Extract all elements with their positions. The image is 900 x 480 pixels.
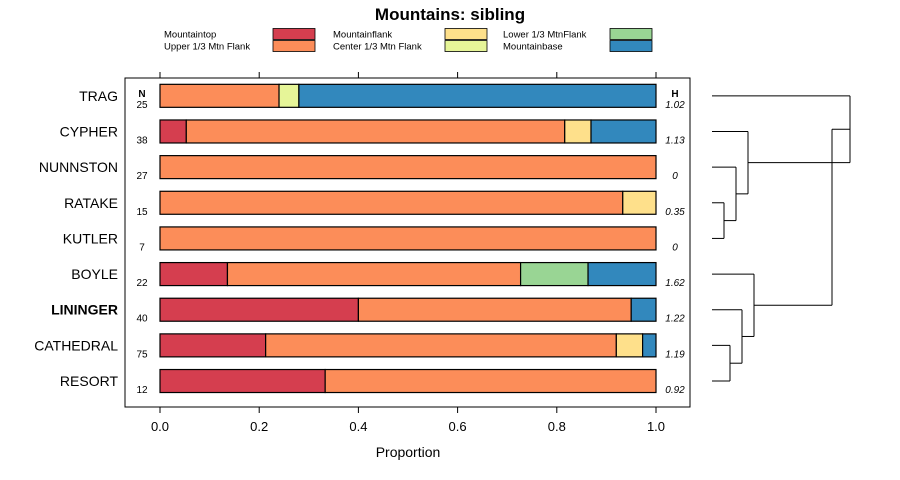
row-label: RATAKE bbox=[64, 195, 118, 211]
bar-segment-upper-1-3-mtn-flank bbox=[159, 226, 657, 251]
legend-label-mountaintop: Mountaintop bbox=[164, 30, 216, 41]
legend-swatch-upper-1-3-mtn-flank bbox=[272, 40, 316, 52]
legend-label-mountainflank: Mountainflank bbox=[333, 30, 392, 41]
row-resort: RESORT 12 0.92 bbox=[60, 368, 685, 396]
n-value: 25 bbox=[136, 100, 148, 111]
h-value: 0.92 bbox=[665, 385, 685, 396]
legend-label-mountainbase: Mountainbase bbox=[503, 42, 563, 53]
row-ratake: RATAKE 15 0.35 bbox=[64, 190, 685, 218]
bar-segment-lower-1-3-mtnflank bbox=[519, 261, 589, 287]
row-label: CATHEDRAL bbox=[34, 337, 118, 353]
bar-segment-mountaintop bbox=[159, 368, 326, 394]
bar-segment-upper-1-3-mtn-flank bbox=[357, 297, 632, 322]
row-cathedral: CATHEDRAL 75 1.19 bbox=[34, 333, 685, 360]
row-label: BOYLE bbox=[71, 266, 118, 282]
legend-swatch-lower-1-3-mtnflank bbox=[609, 28, 653, 40]
bar-segment-upper-1-3-mtn-flank bbox=[265, 333, 617, 358]
legend-label-center-1-3-mtn-flank: Center 1/3 Mtn Flank bbox=[333, 42, 422, 53]
row-label: CYPHER bbox=[60, 123, 118, 139]
h-value: 1.13 bbox=[665, 135, 685, 146]
legend-swatch-mountaintop bbox=[272, 28, 316, 40]
row-kutler: KUTLER 7 0 bbox=[63, 226, 678, 253]
row-nunnston: NUNNSTON 27 0 bbox=[39, 155, 678, 182]
h-value: 0 bbox=[672, 171, 678, 182]
dendrogram bbox=[712, 95, 851, 382]
row-label: KUTLER bbox=[63, 230, 118, 246]
row-label: RESORT bbox=[60, 373, 119, 389]
legend-label-upper-1-3-mtn-flank: Upper 1/3 Mtn Flank bbox=[164, 42, 250, 53]
row-cypher: CYPHER 38 1.13 bbox=[60, 119, 685, 146]
bar-segment-upper-1-3-mtn-flank bbox=[159, 83, 280, 108]
row-label: NUNNSTON bbox=[39, 159, 118, 175]
x-tick-label: 0.6 bbox=[449, 419, 467, 434]
row-trag: TRAG 25 1.02 bbox=[79, 83, 685, 111]
plot-panel bbox=[124, 77, 691, 408]
h-value: 1.19 bbox=[665, 349, 685, 360]
bar-segment-upper-1-3-mtn-flank bbox=[159, 155, 657, 180]
legend-label-lower-1-3-mtnflank: Lower 1/3 MtnFlank bbox=[503, 30, 587, 41]
bar-segment-mountainflank bbox=[615, 333, 644, 358]
n-value: 40 bbox=[136, 314, 148, 325]
n-value: 12 bbox=[136, 385, 148, 396]
row-boyle: BOYLE 22 1.62 bbox=[71, 261, 685, 289]
h-value: 1.02 bbox=[665, 100, 685, 111]
x-tick-label: 0.0 bbox=[151, 419, 169, 434]
h-value: 1.62 bbox=[665, 278, 685, 289]
bar-segment-center-1-3-mtn-flank bbox=[278, 83, 300, 108]
x-tick-label: 0.4 bbox=[349, 419, 367, 434]
bar-segment-mountainbase bbox=[298, 83, 657, 108]
bar-segment-upper-1-3-mtn-flank bbox=[185, 119, 566, 144]
n-value: 7 bbox=[139, 242, 145, 253]
bar-segment-mountaintop bbox=[159, 297, 359, 322]
bar-segment-mountaintop bbox=[159, 119, 187, 144]
bar-segment-mountainbase bbox=[590, 119, 657, 144]
bar-segment-mountainbase bbox=[630, 297, 657, 322]
legend-swatch-mountainflank bbox=[444, 28, 488, 40]
n-value: 75 bbox=[136, 349, 148, 360]
n-value: 22 bbox=[136, 278, 148, 289]
bar-segment-mountainbase bbox=[587, 261, 657, 287]
x-axis-title: Proportion bbox=[376, 444, 441, 460]
chart-title: Mountains: sibling bbox=[375, 5, 525, 24]
n-header: N bbox=[138, 89, 145, 100]
h-value: 0 bbox=[672, 242, 678, 253]
n-value: 15 bbox=[136, 207, 148, 218]
row-label: LININGER bbox=[51, 302, 118, 318]
x-axis: 0.0 0.2 0.4 0.6 0.8 1.0 bbox=[151, 72, 665, 434]
bar-segment-mountainflank bbox=[622, 190, 657, 215]
bar-segment-upper-1-3-mtn-flank bbox=[159, 190, 624, 215]
bar-segment-mountaintop bbox=[159, 333, 267, 358]
bar-segment-mountainbase bbox=[642, 333, 657, 358]
bar-segment-upper-1-3-mtn-flank bbox=[324, 368, 657, 394]
x-tick-label: 0.2 bbox=[250, 419, 268, 434]
n-value: 27 bbox=[136, 171, 148, 182]
h-value: 1.22 bbox=[665, 314, 685, 325]
x-tick-label: 1.0 bbox=[647, 419, 665, 434]
legend-swatch-center-1-3-mtn-flank bbox=[444, 40, 488, 52]
bar-rows: TRAG 25 1.02 CYPHER 38 1.13 NUNNSTON 27 0 RATAKE 1… bbox=[34, 83, 685, 396]
n-value: 38 bbox=[136, 135, 148, 146]
legend-swatch-mountainbase bbox=[609, 40, 653, 52]
row-lininger: LININGER 40 1.22 bbox=[51, 297, 685, 325]
h-value: 0.35 bbox=[665, 207, 685, 218]
h-header: H bbox=[671, 89, 678, 100]
bar-segment-mountaintop bbox=[159, 261, 229, 287]
row-label: TRAG bbox=[79, 88, 118, 104]
bar-segment-mountainflank bbox=[564, 119, 592, 144]
x-tick-label: 0.8 bbox=[548, 419, 566, 434]
bar-segment-upper-1-3-mtn-flank bbox=[226, 261, 522, 287]
